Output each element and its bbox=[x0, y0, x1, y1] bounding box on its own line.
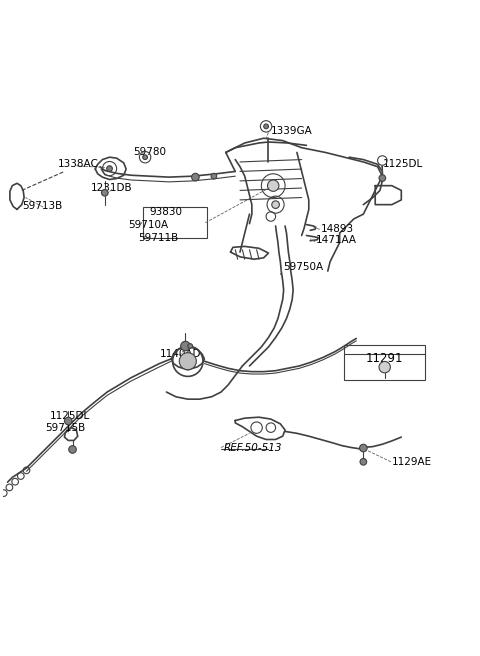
Text: 14893: 14893 bbox=[321, 224, 354, 234]
Circle shape bbox=[101, 190, 108, 196]
Circle shape bbox=[272, 201, 279, 209]
Circle shape bbox=[379, 361, 390, 373]
Circle shape bbox=[192, 173, 199, 181]
Circle shape bbox=[379, 174, 385, 182]
Bar bbox=[344, 344, 425, 380]
Text: 1140AD: 1140AD bbox=[159, 349, 201, 359]
Circle shape bbox=[179, 353, 196, 370]
Text: 59715B: 59715B bbox=[46, 422, 86, 433]
Circle shape bbox=[188, 344, 192, 348]
Text: 1471AA: 1471AA bbox=[316, 236, 357, 245]
Circle shape bbox=[143, 155, 147, 159]
Text: 59710A: 59710A bbox=[129, 220, 168, 230]
Text: 59780: 59780 bbox=[133, 146, 166, 157]
Text: 1339GA: 1339GA bbox=[271, 126, 312, 136]
Circle shape bbox=[211, 173, 217, 179]
Text: 59711B: 59711B bbox=[138, 233, 178, 243]
Circle shape bbox=[107, 166, 112, 171]
Circle shape bbox=[264, 124, 268, 129]
Text: 1125DL: 1125DL bbox=[383, 159, 422, 169]
Circle shape bbox=[360, 444, 367, 452]
Circle shape bbox=[267, 180, 279, 192]
Circle shape bbox=[180, 341, 190, 351]
Text: 59713B: 59713B bbox=[22, 201, 62, 211]
Circle shape bbox=[64, 417, 72, 425]
Text: 1125DL: 1125DL bbox=[50, 411, 90, 420]
Text: 93830: 93830 bbox=[150, 207, 183, 216]
Text: 1129AE: 1129AE bbox=[392, 457, 432, 467]
Text: REF.50-513: REF.50-513 bbox=[223, 443, 282, 453]
Text: 11291: 11291 bbox=[366, 352, 404, 365]
Bar bbox=[143, 207, 207, 238]
Circle shape bbox=[69, 445, 76, 453]
Text: 59750A: 59750A bbox=[283, 262, 323, 272]
Text: 1338AC: 1338AC bbox=[57, 159, 98, 169]
Text: 1231DB: 1231DB bbox=[91, 183, 132, 193]
Circle shape bbox=[360, 459, 367, 465]
